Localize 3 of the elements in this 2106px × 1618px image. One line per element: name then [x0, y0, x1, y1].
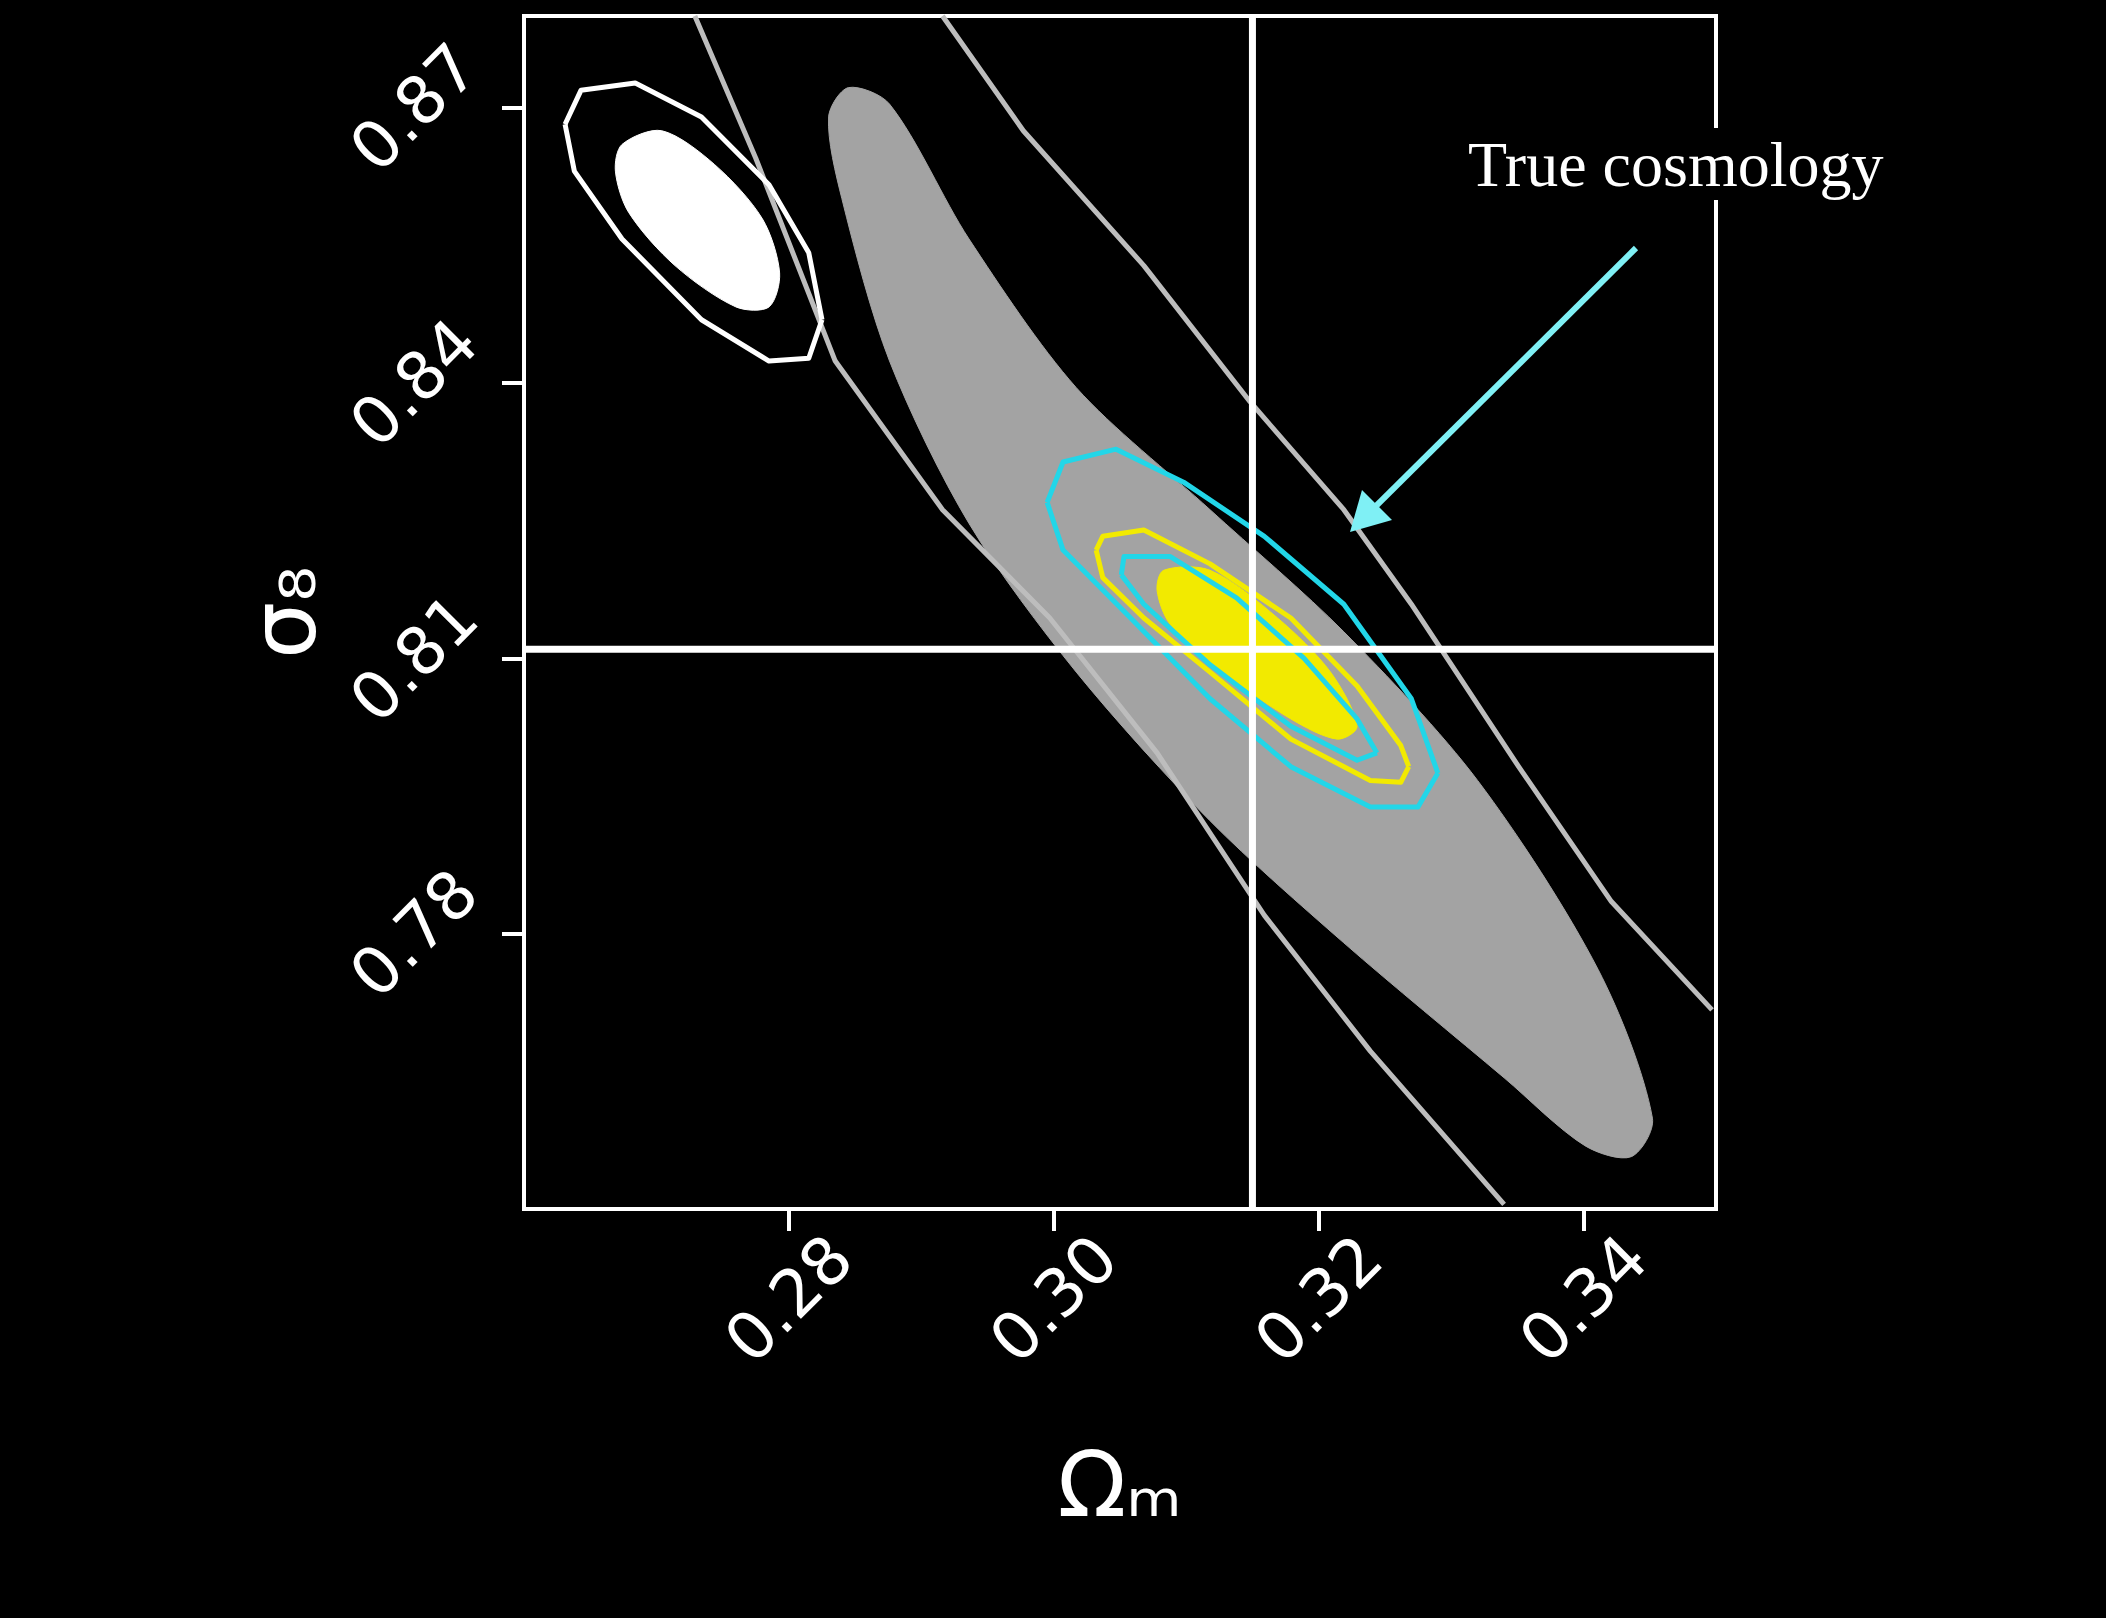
annotation: True cosmology: [1468, 128, 1884, 200]
y-axis-title: σ₈: [231, 565, 337, 660]
x-axis-title: Ωₘ: [1057, 1431, 1183, 1537]
